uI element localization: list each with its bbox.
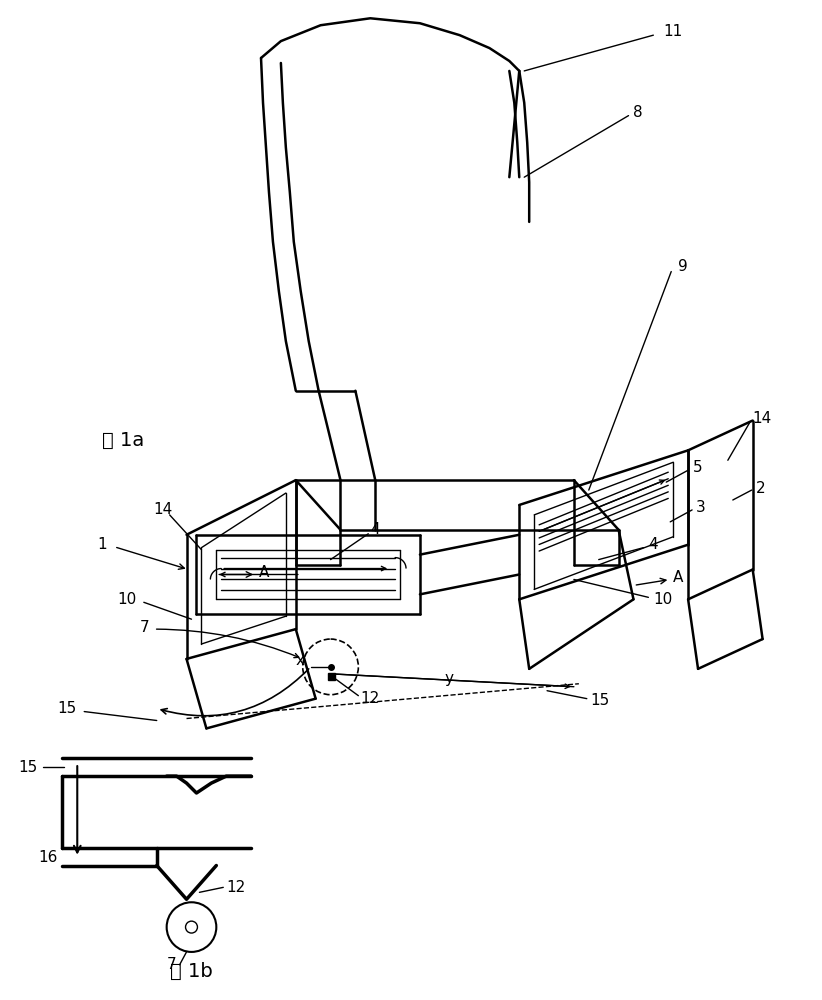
Text: 11: 11	[663, 24, 682, 39]
Text: 10: 10	[117, 592, 136, 607]
Text: 3: 3	[696, 500, 706, 515]
Text: 图 1a: 图 1a	[102, 431, 145, 450]
Text: x: x	[296, 653, 305, 668]
Text: 8: 8	[634, 105, 643, 120]
Text: 4: 4	[649, 537, 658, 552]
Text: 1: 1	[98, 537, 107, 552]
Text: 9: 9	[678, 259, 688, 274]
Text: 15: 15	[591, 693, 610, 708]
Text: 14: 14	[154, 502, 173, 517]
Text: 12: 12	[226, 880, 246, 895]
Text: 7: 7	[167, 957, 177, 972]
Text: 图 1b: 图 1b	[170, 962, 213, 981]
Text: 2: 2	[755, 481, 765, 496]
Text: 5: 5	[693, 460, 703, 475]
Text: y: y	[445, 671, 454, 686]
Text: 4: 4	[370, 522, 380, 537]
Text: 12: 12	[360, 691, 380, 706]
Text: 15: 15	[18, 760, 38, 775]
Text: 16: 16	[38, 850, 58, 865]
Bar	[328, 673, 335, 680]
Text: 15: 15	[58, 701, 76, 716]
Text: A: A	[259, 565, 270, 580]
Text: 14: 14	[753, 411, 772, 426]
Text: A: A	[673, 570, 684, 585]
Text: 7: 7	[141, 620, 150, 635]
Text: 10: 10	[653, 592, 672, 607]
